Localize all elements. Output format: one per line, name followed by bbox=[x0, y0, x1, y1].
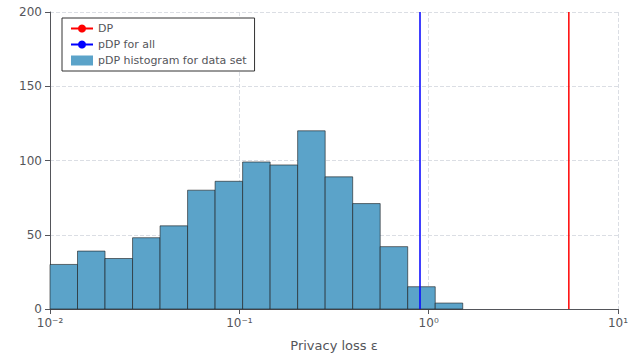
svg-text:50: 50 bbox=[27, 228, 42, 242]
svg-text:10⁰: 10⁰ bbox=[419, 316, 439, 330]
svg-text:10⁻²: 10⁻² bbox=[37, 316, 64, 330]
svg-text:DP: DP bbox=[98, 22, 113, 35]
svg-text:Privacy loss ε: Privacy loss ε bbox=[290, 338, 377, 353]
svg-text:pDP histogram for data set: pDP histogram for data set bbox=[98, 54, 247, 67]
svg-text:10¹: 10¹ bbox=[608, 316, 628, 330]
svg-text:150: 150 bbox=[19, 79, 42, 93]
svg-text:100: 100 bbox=[19, 154, 42, 168]
svg-text:10⁻¹: 10⁻¹ bbox=[226, 316, 253, 330]
svg-text:pDP for all: pDP for all bbox=[98, 38, 155, 51]
svg-text:200: 200 bbox=[19, 5, 42, 19]
svg-text:0: 0 bbox=[34, 302, 42, 316]
